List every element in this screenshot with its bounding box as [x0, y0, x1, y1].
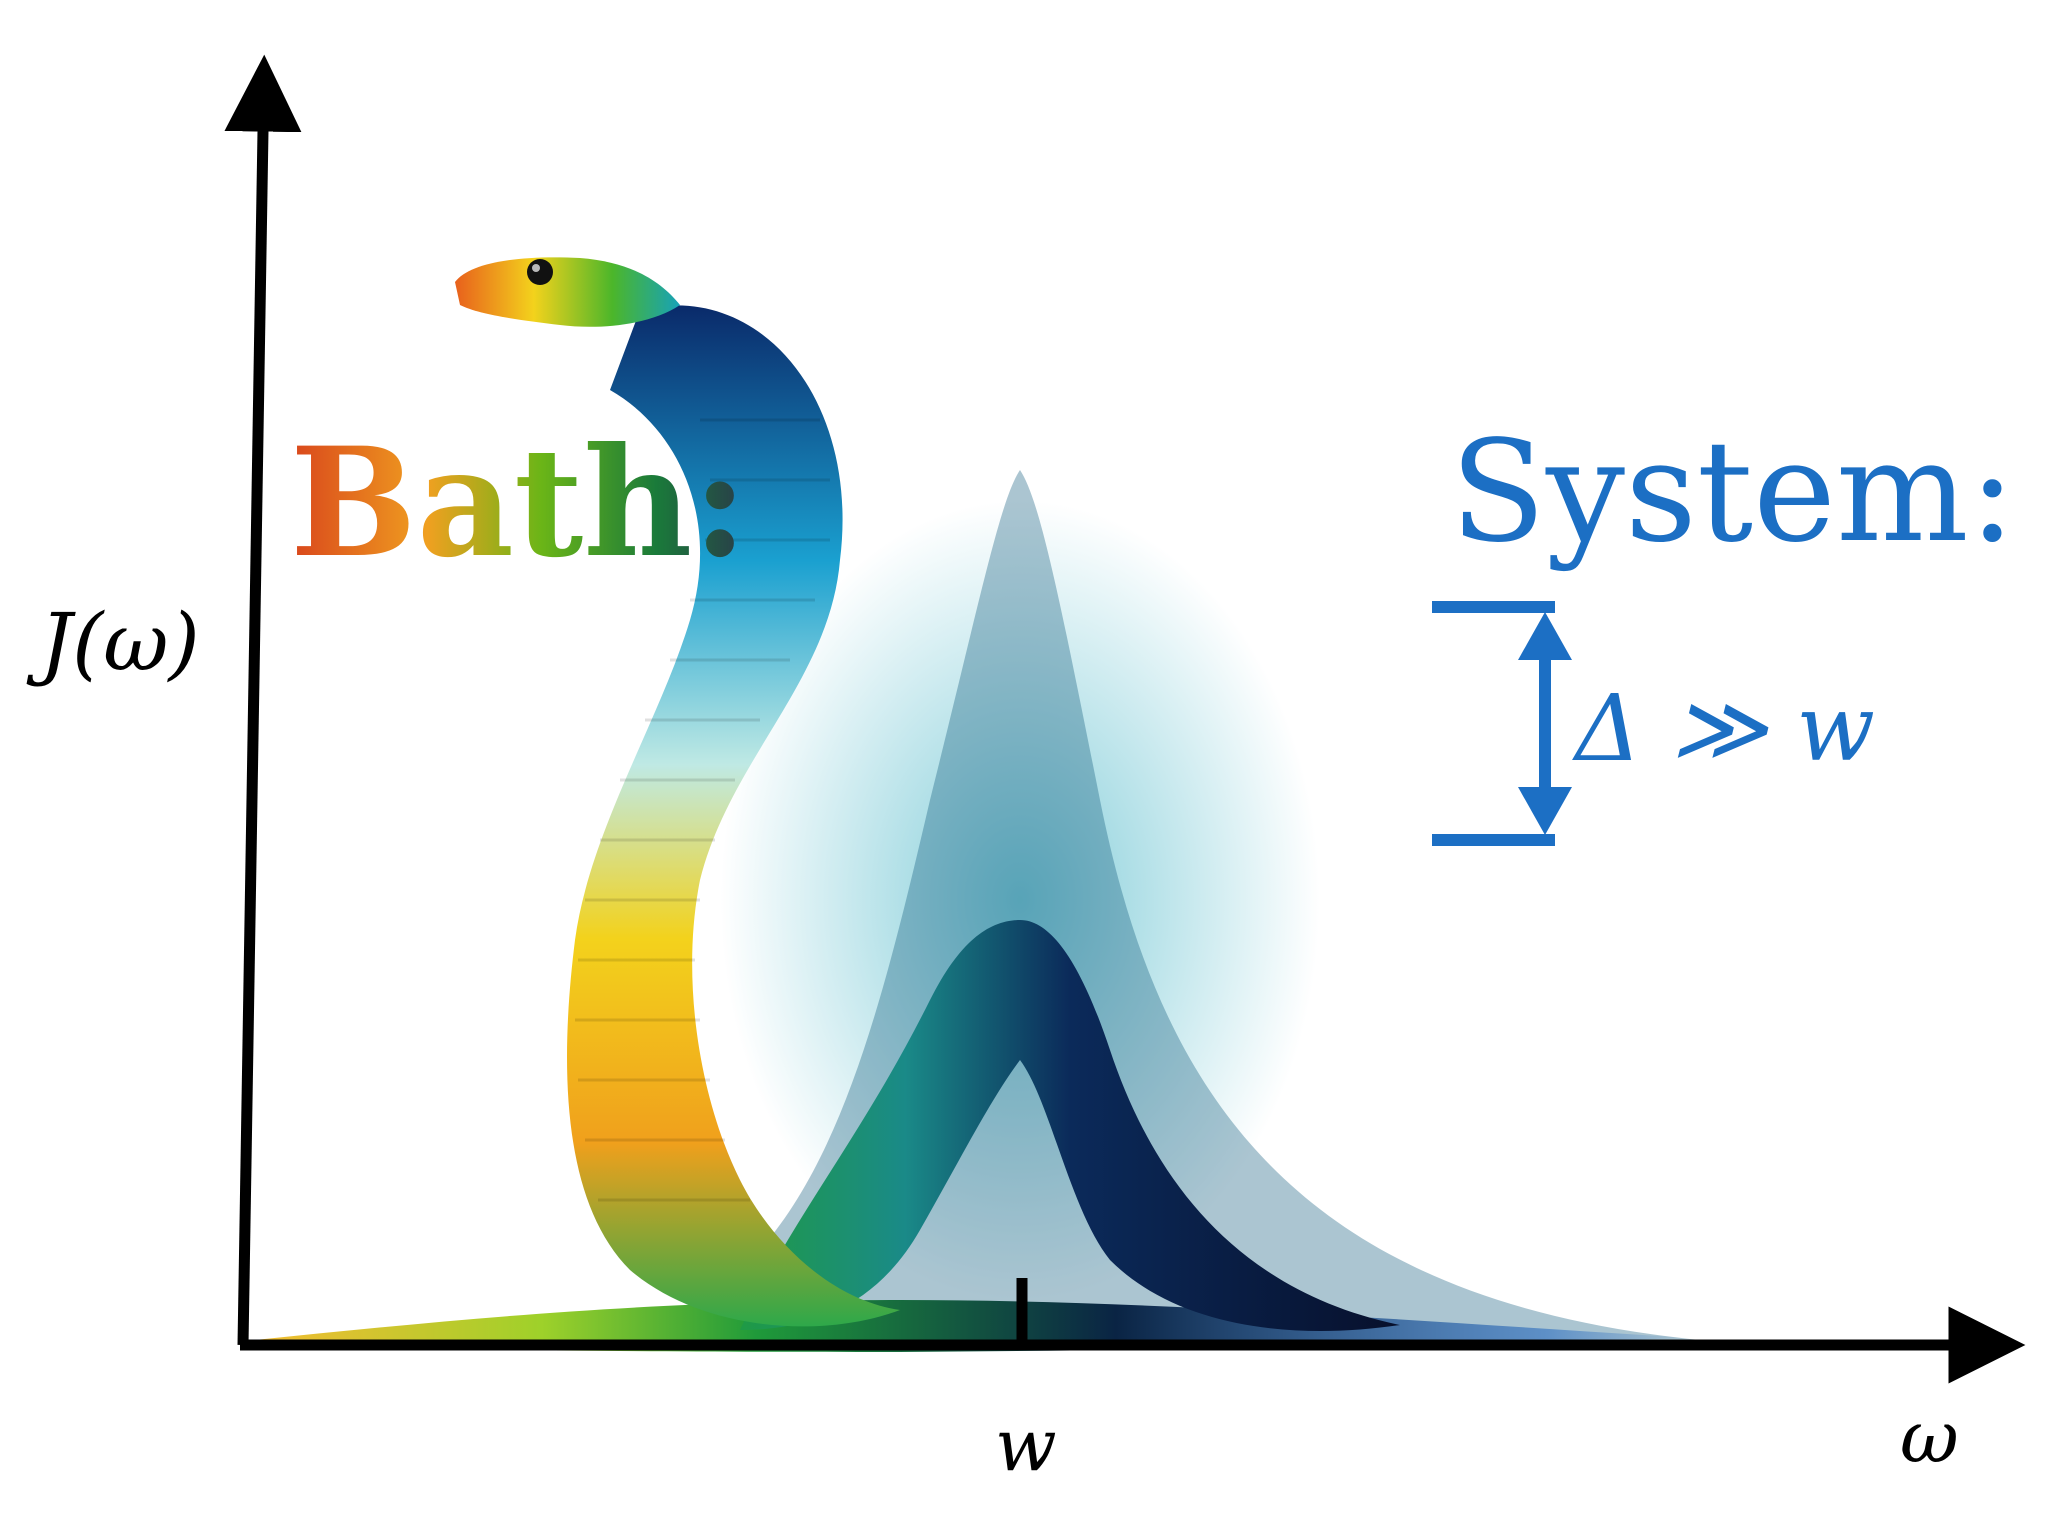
y-axis-label: J(ω)	[26, 596, 200, 689]
tick-label: w	[995, 1403, 1057, 1487]
bath-spectrum-hairs	[560, 470, 1700, 1345]
y-axis	[224, 54, 302, 1346]
gap-arrow-up-head	[1518, 612, 1572, 660]
gap-arrow-down-head	[1518, 787, 1572, 835]
bath-ground-band	[255, 1300, 1690, 1352]
system-box: System: Δ ≫ w	[1432, 411, 2016, 846]
snake-head	[455, 257, 680, 327]
snake-body-peak	[740, 920, 1400, 1332]
bath-title: Bath:	[290, 415, 748, 591]
gap-relation-label: Δ ≫ w	[1572, 675, 1875, 782]
x-axis-label: ω	[1900, 1395, 1959, 1479]
energy-levels	[1432, 601, 1555, 846]
axes	[224, 54, 2026, 1384]
bath-spectrum-glow	[560, 470, 1700, 1345]
system-title: System:	[1450, 411, 2016, 574]
snake-eye	[527, 259, 553, 285]
snake-body-neck	[567, 305, 900, 1327]
snake-scales	[575, 418, 830, 1202]
